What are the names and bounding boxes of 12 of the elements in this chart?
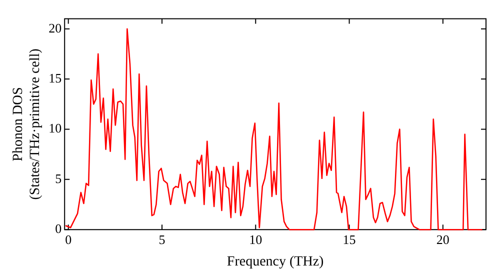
y-tick-label: 5 [55,170,62,186]
x-tick-label: 10 [249,232,262,247]
y-tick-label: 20 [48,20,62,36]
x-tick-label: 5 [158,232,166,247]
y-tick-label: 15 [48,70,62,86]
x-axis-title: Frequency (THz) [226,254,324,270]
y-axis-title: Phonon DOS (States/THz·primitive cell) [11,48,43,200]
y-tick-label: 0 [55,221,62,236]
x-tick-label: 20 [436,232,450,247]
y-tick-label: 10 [48,120,62,136]
x-tick-label: 0 [65,232,72,247]
x-tick-label: 15 [342,232,356,247]
